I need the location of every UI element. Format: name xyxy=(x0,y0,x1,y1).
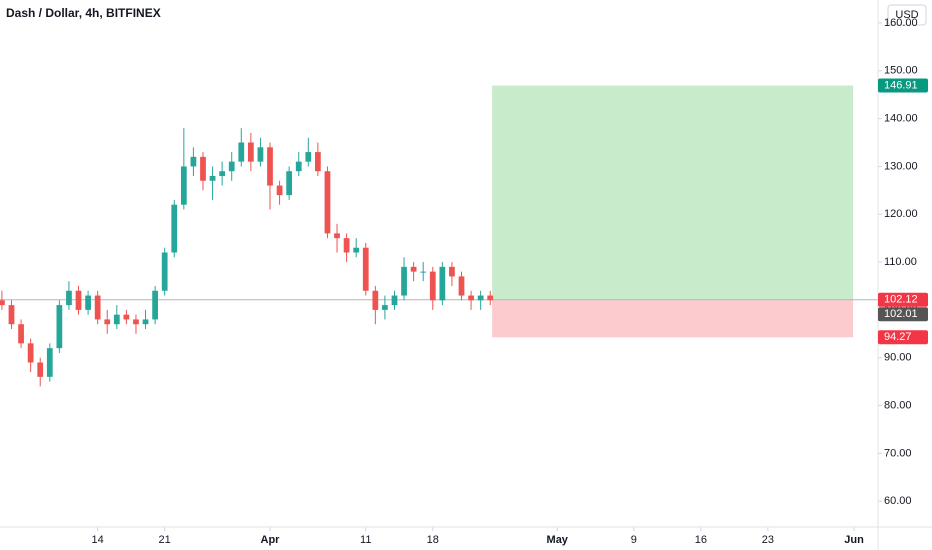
back-layer xyxy=(0,22,882,531)
candle-body xyxy=(487,295,494,301)
x-tick-label: 21 xyxy=(159,534,171,546)
candle-body xyxy=(75,290,82,310)
candle-body xyxy=(113,314,120,325)
candle-body xyxy=(56,305,63,349)
y-tick-label: 90.00 xyxy=(884,352,912,364)
candle-body xyxy=(209,175,216,181)
candle-body xyxy=(343,238,350,253)
y-tick-label: 80.00 xyxy=(884,399,912,411)
candle-body xyxy=(286,171,293,196)
candle-body xyxy=(133,319,139,325)
candle-body xyxy=(66,290,72,306)
candle-body xyxy=(295,161,302,172)
candle-body xyxy=(468,295,474,301)
entry-label-box xyxy=(878,292,928,307)
candle-body xyxy=(257,147,264,162)
currency-label: USD xyxy=(895,9,918,21)
candle-body xyxy=(142,319,149,325)
candle-body xyxy=(401,266,407,296)
stop-label: 94.27 xyxy=(884,331,912,343)
currency-box[interactable] xyxy=(887,4,927,26)
y-tick-label: 60.00 xyxy=(884,495,912,507)
last-price-label: 102.01 xyxy=(884,308,918,320)
candle-body xyxy=(152,290,158,320)
candle-body xyxy=(228,161,235,172)
candle-body xyxy=(324,171,331,234)
candle-body xyxy=(449,266,455,277)
x-tick-label: 14 xyxy=(92,534,104,546)
candle-body xyxy=(219,171,226,176)
y-tick-label: 140.00 xyxy=(884,113,918,125)
candle-body xyxy=(410,266,417,272)
candle-body xyxy=(0,300,5,306)
x-tick-label: 16 xyxy=(695,534,707,546)
candle-body xyxy=(46,348,53,377)
candle-body xyxy=(190,156,197,167)
candle-body xyxy=(353,247,360,253)
candle-body xyxy=(247,142,254,162)
target-zone xyxy=(492,85,854,300)
candle-body xyxy=(180,166,187,205)
x-tick-label: Apr xyxy=(261,534,281,546)
chart-title: Dash / Dollar, 4h, BITFINEX xyxy=(6,6,161,20)
x-tick-label: 23 xyxy=(762,534,774,546)
y-tick-label: 70.00 xyxy=(884,447,912,459)
candle-body xyxy=(305,152,312,162)
candle-body xyxy=(8,305,15,325)
candle-body xyxy=(27,343,34,363)
candle-body xyxy=(372,290,379,310)
candle-body xyxy=(37,362,44,377)
candle-body xyxy=(439,266,446,301)
candle-body xyxy=(334,233,340,239)
candle-body xyxy=(18,324,24,344)
candle-body xyxy=(104,319,111,325)
candle-body xyxy=(458,276,465,296)
candle-body xyxy=(276,185,283,196)
target-label: 146.91 xyxy=(884,79,918,91)
y-tick-label: 160.00 xyxy=(884,17,918,29)
x-tick-label: 9 xyxy=(631,534,637,546)
candle-body xyxy=(267,147,273,186)
candle-body xyxy=(123,314,130,320)
y-tick-label: 150.00 xyxy=(884,65,918,77)
candle-body xyxy=(238,142,245,162)
stop-label-box xyxy=(878,330,928,345)
mid-layer xyxy=(0,128,494,387)
candle-body xyxy=(382,305,388,310)
x-tick-label: 18 xyxy=(427,534,439,546)
stop-zone xyxy=(492,299,854,338)
candle-body xyxy=(362,247,369,291)
candle-body xyxy=(161,252,168,291)
x-tick-label: May xyxy=(547,534,569,546)
last-price-label-box xyxy=(878,307,928,322)
y-tick-label: 120.00 xyxy=(884,208,918,220)
candle-body xyxy=(171,204,178,253)
candle-body xyxy=(315,152,321,172)
y-tick-label: 130.00 xyxy=(884,160,918,172)
candle-body xyxy=(85,295,91,310)
target-label-box xyxy=(878,78,928,93)
candle-body xyxy=(200,156,206,181)
candle-body xyxy=(391,295,398,306)
x-tick-label: Jun xyxy=(844,534,864,546)
candle-body xyxy=(477,295,484,301)
x-tick-label: 11 xyxy=(360,534,371,546)
candle-body xyxy=(420,271,427,273)
candle-body xyxy=(429,271,436,301)
y-tick-label: 110.00 xyxy=(884,256,917,268)
candle-body xyxy=(94,295,101,320)
entry-label: 102.12 xyxy=(884,294,918,306)
